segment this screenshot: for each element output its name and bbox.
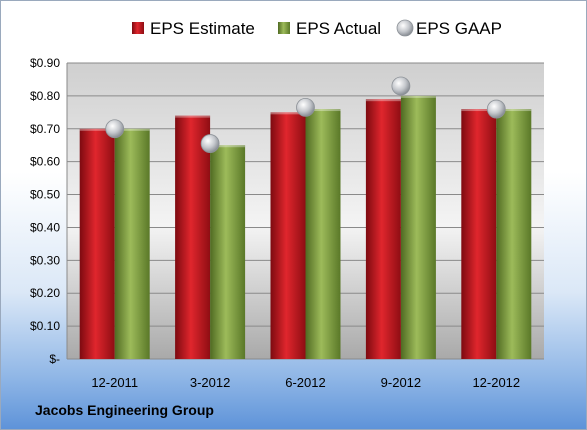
- x-tick-label: 6-2012: [285, 375, 325, 390]
- y-tick-label: $-: [49, 352, 60, 366]
- y-tick-label: $0.20: [30, 286, 60, 300]
- x-tick-label: 9-2012: [381, 375, 421, 390]
- bar-eps-estimate: [270, 112, 306, 359]
- marker-eps-gaap: [200, 134, 220, 153]
- bar-highlight: [79, 128, 115, 131]
- legend: EPS Estimate EPS Actual EPS GAAP: [132, 19, 502, 38]
- gaap-markers: [105, 76, 506, 153]
- bar-highlight: [210, 145, 246, 148]
- legend-swatch: [278, 22, 290, 34]
- company-name: Jacobs Engineering Group: [35, 402, 214, 418]
- bar-highlight: [114, 128, 150, 131]
- bar-highlight: [365, 99, 401, 102]
- legend-swatch: [396, 19, 414, 37]
- marker-eps-gaap: [391, 76, 411, 96]
- bar-eps-actual: [400, 95, 436, 359]
- bar-highlight: [175, 115, 211, 118]
- bar-highlight: [400, 95, 436, 98]
- x-axis: 12-2011 3-2012 6-2012 9-2012 12-2012: [91, 375, 520, 390]
- y-tick-label: $0.90: [30, 56, 60, 70]
- y-tick-label: $0.40: [30, 220, 60, 234]
- legend-swatch: [132, 22, 144, 34]
- bar-eps-estimate: [461, 109, 497, 360]
- bars: [79, 95, 532, 360]
- x-tick-label: 12-2011: [91, 375, 138, 390]
- bar-highlight: [270, 112, 306, 115]
- y-tick-label: $0.80: [30, 89, 60, 103]
- bar-eps-actual: [496, 109, 532, 360]
- x-tick-label: 3-2012: [190, 375, 230, 390]
- bar-eps-actual: [114, 128, 150, 359]
- y-tick-label: $0.70: [30, 122, 60, 136]
- bar-highlight: [305, 109, 341, 112]
- bar-eps-actual: [305, 109, 341, 360]
- x-tick-label: 12-2012: [472, 375, 520, 390]
- bar-eps-estimate: [365, 99, 401, 359]
- y-tick-label: $0.60: [30, 155, 60, 169]
- legend-label: EPS Actual: [296, 19, 381, 38]
- y-tick-label: $0.10: [30, 319, 60, 333]
- bar-highlight: [496, 109, 532, 112]
- marker-eps-gaap: [105, 119, 125, 139]
- legend-label: EPS Estimate: [150, 19, 255, 38]
- bar-eps-actual: [210, 145, 246, 359]
- bar-eps-estimate: [175, 115, 211, 359]
- bar-highlight: [461, 109, 497, 112]
- legend-label: EPS GAAP: [416, 19, 502, 38]
- y-axis: $- $0.10 $0.20 $0.30 $0.40 $0.50 $0.60 $0.70 $0.…: [30, 56, 68, 366]
- bar-eps-estimate: [79, 128, 115, 359]
- y-tick-label: $0.50: [30, 188, 60, 202]
- marker-eps-gaap: [486, 99, 506, 119]
- y-tick-label: $0.30: [30, 253, 60, 267]
- marker-eps-gaap: [296, 98, 315, 117]
